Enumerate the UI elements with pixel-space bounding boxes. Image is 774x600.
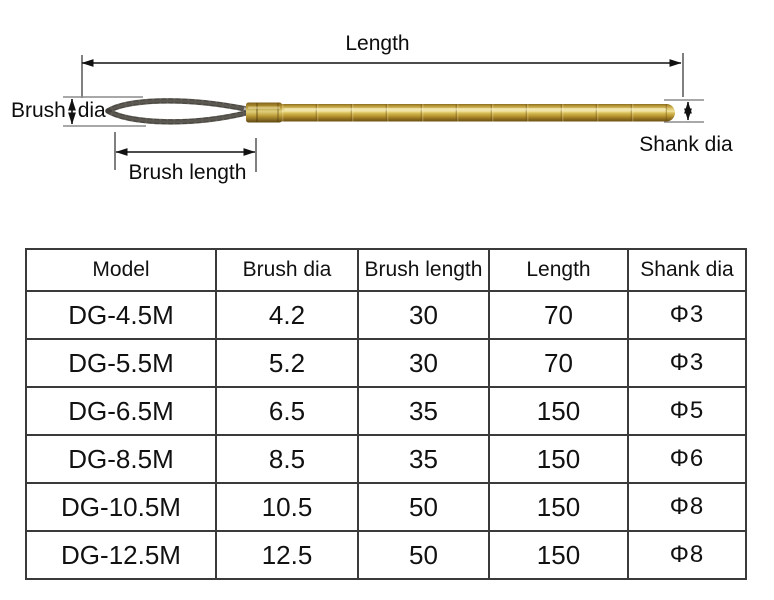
shank-collar bbox=[246, 102, 282, 123]
column-header-length: Length bbox=[488, 248, 629, 292]
cell-shank-dia: Φ8 bbox=[627, 530, 747, 580]
cell-model: DG-6.5M bbox=[25, 386, 217, 436]
brush-diagram-svg bbox=[63, 53, 704, 172]
table-row: DG-10.5M 10.5 50 150 Φ8 bbox=[25, 482, 747, 532]
cell-brush-dia: 8.5 bbox=[215, 434, 359, 484]
cell-brush-dia: 12.5 bbox=[215, 530, 359, 580]
cell-brush-dia: 6.5 bbox=[215, 386, 359, 436]
cell-length: 150 bbox=[488, 530, 629, 580]
cell-shank-dia: Φ6 bbox=[627, 434, 747, 484]
cell-brush-length: 35 bbox=[357, 434, 490, 484]
cell-model: DG-5.5M bbox=[25, 338, 217, 388]
brush-length-dimension bbox=[114, 132, 257, 172]
wire-brush-loop bbox=[105, 98, 249, 125]
shank-dia-dimension-label: Shank dia bbox=[639, 133, 733, 156]
column-header-brush-dia: Brush dia bbox=[215, 248, 359, 292]
cell-model: DG-8.5M bbox=[25, 434, 217, 484]
table-row: DG-4.5M 4.2 30 70 Φ3 bbox=[25, 290, 747, 340]
cell-model: DG-10.5M bbox=[25, 482, 217, 532]
cell-length: 150 bbox=[488, 386, 629, 436]
cell-length: 70 bbox=[488, 338, 629, 388]
cell-model: DG-4.5M bbox=[25, 290, 217, 340]
brass-shank bbox=[246, 102, 675, 123]
cell-length: 150 bbox=[488, 482, 629, 532]
shank-dia-dimension bbox=[664, 99, 704, 123]
cell-shank-dia: Φ5 bbox=[627, 386, 747, 436]
cell-length: 70 bbox=[488, 290, 629, 340]
brush-dia-dimension bbox=[63, 96, 146, 127]
table-row: DG-12.5M 12.5 50 150 Φ8 bbox=[25, 530, 747, 580]
cell-brush-dia: 4.2 bbox=[215, 290, 359, 340]
column-header-brush-length: Brush length bbox=[357, 248, 490, 292]
brush-dia-dimension-label: Brush dia bbox=[11, 99, 106, 122]
cell-shank-dia: Φ3 bbox=[627, 290, 747, 340]
header-row: Model Brush dia Brush length Length Shan… bbox=[25, 248, 747, 292]
cell-shank-dia: Φ8 bbox=[627, 482, 747, 532]
cell-brush-length: 30 bbox=[357, 338, 490, 388]
brush-diagram: Length Brush dia Brush length Shank dia bbox=[0, 0, 774, 240]
spec-table-header: Model Brush dia Brush length Length Shan… bbox=[25, 248, 747, 292]
cell-brush-length: 30 bbox=[357, 290, 490, 340]
length-dimension bbox=[81, 53, 684, 98]
cell-brush-length: 50 bbox=[357, 482, 490, 532]
column-header-model: Model bbox=[25, 248, 217, 292]
cell-model: DG-12.5M bbox=[25, 530, 217, 580]
brush-length-dimension-label: Brush length bbox=[128, 161, 247, 184]
cell-shank-dia: Φ3 bbox=[627, 338, 747, 388]
cell-length: 150 bbox=[488, 434, 629, 484]
column-header-shank-dia: Shank dia bbox=[627, 248, 747, 292]
length-dimension-label: Length bbox=[345, 32, 410, 55]
cell-brush-length: 35 bbox=[357, 386, 490, 436]
table-row: DG-5.5M 5.2 30 70 Φ3 bbox=[25, 338, 747, 388]
cell-brush-length: 50 bbox=[357, 530, 490, 580]
cell-brush-dia: 5.2 bbox=[215, 338, 359, 388]
spec-table-body: DG-4.5M 4.2 30 70 Φ3 DG-5.5M 5.2 30 70 Φ… bbox=[25, 290, 747, 580]
table-row: DG-6.5M 6.5 35 150 Φ5 bbox=[25, 386, 747, 436]
table-row: DG-8.5M 8.5 35 150 Φ6 bbox=[25, 434, 747, 484]
spec-table: Model Brush dia Brush length Length Shan… bbox=[25, 248, 747, 580]
cell-brush-dia: 10.5 bbox=[215, 482, 359, 532]
